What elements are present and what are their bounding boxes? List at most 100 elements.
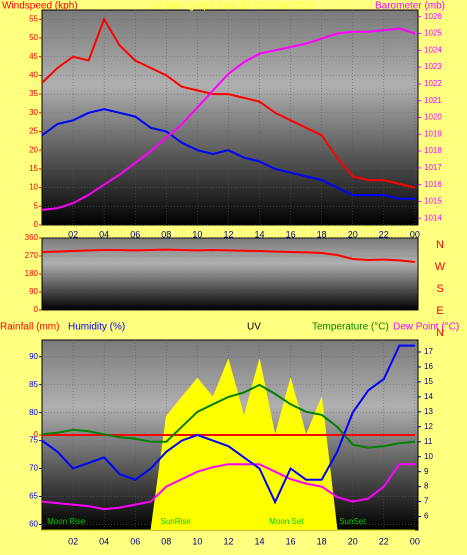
x-tick-label: 06 (130, 229, 140, 239)
y-tick-label: 360 (25, 233, 39, 242)
annotation: SunSet (339, 517, 366, 526)
x-tick-label: 00 (410, 229, 420, 239)
x-tick-label: 18 (317, 229, 327, 239)
x-tick-label: 02 (68, 536, 78, 546)
y-tick-label: 1019 (424, 129, 442, 138)
y-tick-label: 1026 (424, 12, 442, 21)
y-tick-label: 45 (29, 52, 38, 61)
y-tick-label: 1016 (424, 180, 442, 189)
axis-title: Rainfall (mm) (0, 322, 59, 333)
y-tick-label: 1015 (424, 197, 442, 206)
plot-area (41, 9, 419, 226)
x-tick-label: 10 (192, 229, 202, 239)
y-tick-label: 30 (29, 108, 38, 117)
x-tick-label: 06 (130, 536, 140, 546)
y-tick-label: 0 (34, 220, 39, 229)
y-tick-label: 0 (34, 305, 39, 314)
axis-title: Temperature (°C) (312, 322, 389, 333)
x-tick-label: 12 (223, 229, 233, 239)
x-tick-label: 22 (379, 536, 389, 546)
y-tick-label: 8 (424, 482, 429, 491)
compass-label: N (436, 327, 444, 339)
y-tick-label: 25 (29, 127, 38, 136)
y-tick-label: 1020 (424, 113, 442, 122)
annotation: Moon Rise (47, 517, 86, 526)
compass-label: W (435, 261, 446, 273)
y-tick-label: 16 (424, 362, 433, 371)
y-tick-label: 1014 (424, 213, 442, 222)
x-tick-label: 12 (223, 536, 233, 546)
series-line (41, 248, 416, 263)
y-tick-label: 1023 (424, 62, 442, 71)
series-line (41, 463, 415, 511)
y-tick-label: 1017 (424, 163, 442, 172)
annotation: SunRise (161, 517, 192, 526)
x-tick-label: 16 (286, 536, 296, 546)
x-tick-label: 16 (286, 229, 296, 239)
plot-area (41, 237, 419, 311)
y-tick-label: 0 (34, 430, 39, 439)
compass-label: S (436, 283, 443, 295)
y-tick-label: 20 (29, 145, 38, 154)
series-line (41, 27, 416, 211)
y-tick-label: 9 (424, 467, 429, 476)
y-tick-label: 35 (29, 89, 38, 98)
chart-title: 24 hour graph data 10 October 2018 (152, 1, 314, 12)
x-tick-label: 08 (161, 536, 171, 546)
y-tick-label: 50 (29, 33, 38, 42)
axis-title: UV (247, 322, 261, 333)
y-tick-label: 15 (424, 377, 433, 386)
y-tick-label: 40 (29, 71, 38, 80)
y-tick-label: 55 (29, 14, 38, 23)
y-tick-label: 10 (424, 452, 433, 461)
x-tick-label: 20 (348, 229, 358, 239)
y-tick-label: 85 (29, 380, 38, 389)
y-tick-label: 1018 (424, 146, 442, 155)
axis-title: Windspeed (kph) (2, 1, 78, 12)
y-tick-label: 70 (29, 464, 38, 473)
series-line (41, 344, 415, 505)
x-tick-label: 00 (410, 536, 420, 546)
series-line (41, 108, 415, 200)
y-tick-label: 7 (424, 497, 429, 506)
x-tick-label: 10 (192, 536, 202, 546)
y-tick-label: 80 (29, 408, 38, 417)
y-tick-label: 13 (424, 407, 433, 416)
y-tick-label: 65 (29, 492, 38, 501)
x-tick-label: 02 (68, 229, 78, 239)
compass-label: N (436, 239, 444, 251)
y-tick-label: 270 (25, 251, 39, 260)
y-tick-label: 11 (424, 437, 433, 446)
y-tick-label: 90 (29, 287, 38, 296)
axis-title: Barometer (mb) (375, 1, 445, 12)
axis-title: Humidity (%) (68, 322, 125, 333)
y-tick-label: 1025 (424, 29, 442, 38)
y-tick-label: 5 (34, 201, 39, 210)
compass-label: E (436, 305, 443, 317)
y-tick-label: 1021 (424, 96, 442, 105)
y-tick-label: 6 (424, 512, 429, 521)
x-tick-label: 08 (161, 229, 171, 239)
y-tick-label: 1022 (424, 79, 442, 88)
series-line (41, 383, 415, 449)
x-tick-label: 04 (99, 229, 109, 239)
x-tick-label: 20 (348, 536, 358, 546)
x-tick-label: 14 (255, 536, 265, 546)
series-line (41, 17, 416, 189)
y-tick-label: 14 (424, 392, 433, 401)
axis-title: Dew Point (°C) (393, 322, 459, 333)
x-tick-label: 18 (317, 536, 327, 546)
x-tick-label: 14 (255, 229, 265, 239)
y-tick-label: 10 (29, 183, 38, 192)
annotation: Moon Set (269, 517, 304, 526)
x-tick-label: 22 (379, 229, 389, 239)
y-tick-label: 75 (29, 436, 38, 445)
x-tick-label: 04 (99, 536, 109, 546)
y-tick-label: 90 (29, 352, 38, 361)
y-tick-label: 1024 (424, 45, 442, 54)
y-tick-label: 17 (424, 347, 433, 356)
y-tick-label: 15 (29, 164, 38, 173)
y-tick-label: 12 (424, 422, 433, 431)
y-tick-label: 60 (29, 520, 38, 529)
